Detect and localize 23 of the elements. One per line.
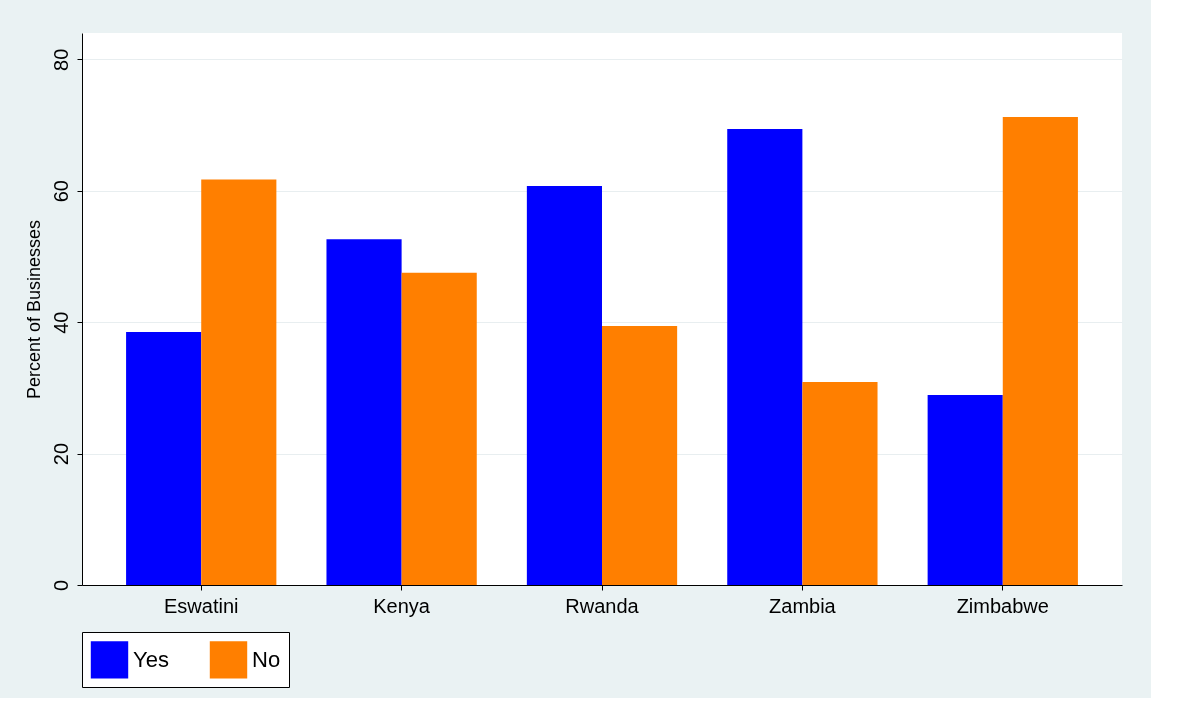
- bar: [126, 332, 202, 585]
- bar: [802, 381, 878, 585]
- y-tick-label: 60: [49, 180, 72, 203]
- x-tick-label: Rwanda: [565, 594, 640, 617]
- y-axis-title: Percent of Businesses: [23, 219, 44, 400]
- x-tick-label: Eswatini: [163, 594, 239, 617]
- x-tick-label: Kenya: [373, 594, 431, 617]
- y-tick-label: 20: [49, 442, 72, 466]
- x-tick-label: Zambia: [769, 594, 837, 617]
- bar: [401, 272, 477, 585]
- bar: [526, 186, 602, 585]
- legend-label: Yes: [133, 646, 169, 672]
- bar: [201, 179, 277, 585]
- bar: [602, 326, 678, 585]
- y-tick-label: 80: [49, 48, 72, 71]
- bar: [1002, 117, 1078, 585]
- y-tick-label: 40: [49, 311, 72, 334]
- legend-label: No: [252, 646, 281, 672]
- bar: [927, 395, 1003, 585]
- bar: [727, 128, 803, 585]
- y-tick-label: 0: [49, 579, 72, 592]
- bar: [326, 239, 402, 585]
- x-tick-label: Zimbabwe: [956, 594, 1049, 617]
